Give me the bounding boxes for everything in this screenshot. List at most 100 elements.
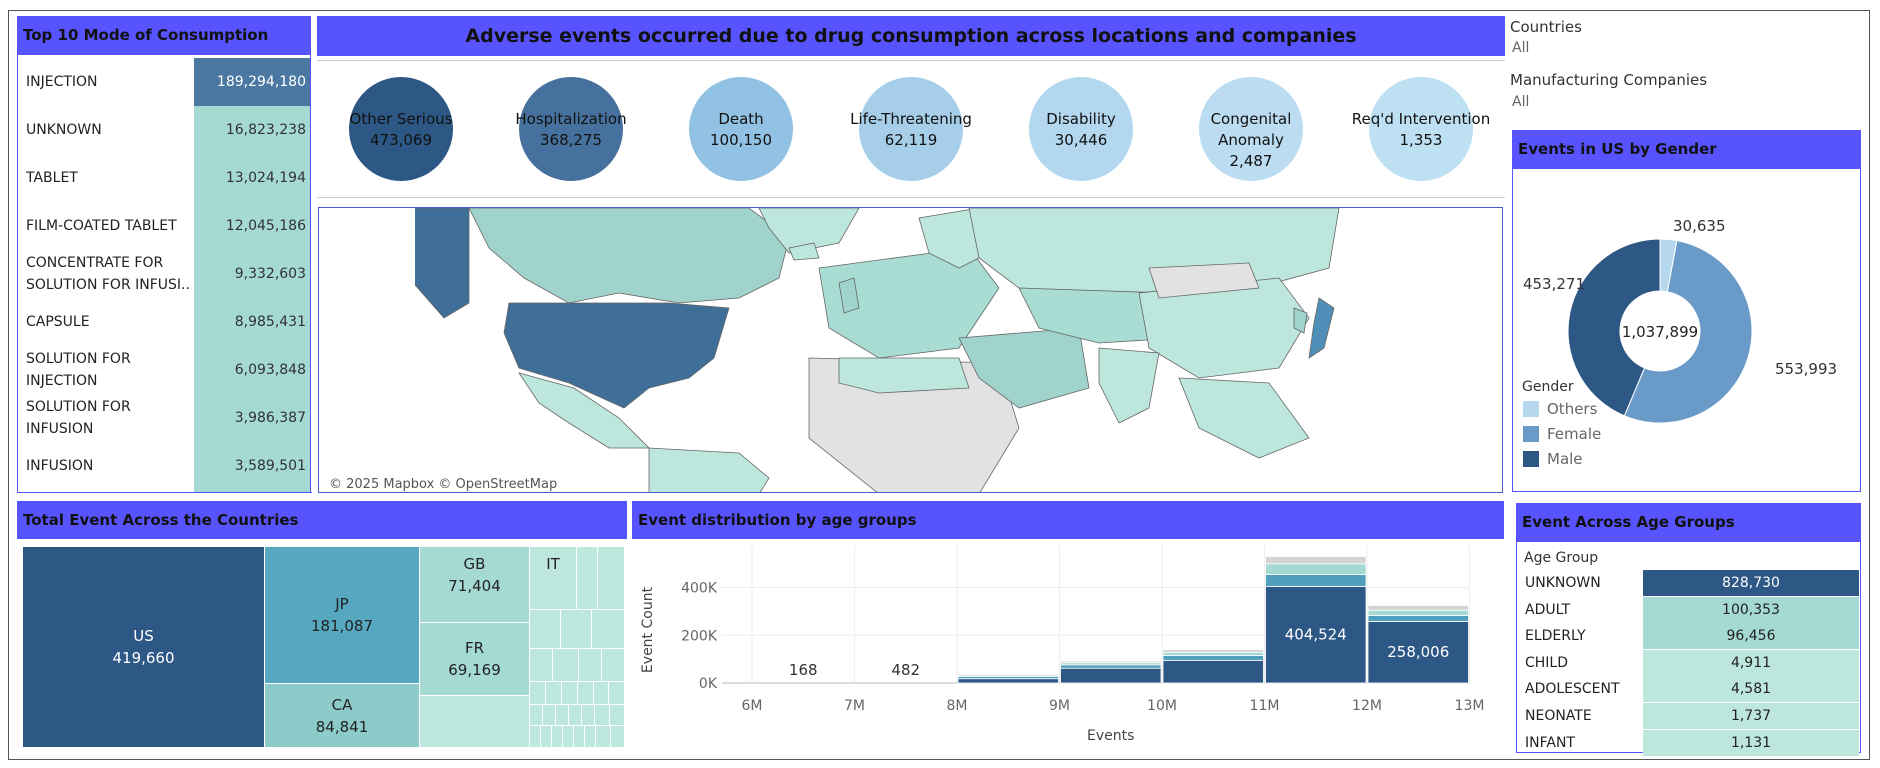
treemap-small-cell[interactable]	[601, 648, 625, 682]
consumption-row[interactable]: INFUSION 3,589,501	[18, 442, 310, 490]
treemap-small-cell[interactable]	[581, 704, 595, 726]
treemap-small-cell[interactable]	[610, 725, 625, 748]
consumption-row[interactable]: SOLUTION FOR INJECTION 6,093,848	[18, 346, 310, 394]
companies-filter[interactable]: All	[1512, 94, 1530, 110]
bar-segment[interactable]	[1367, 621, 1469, 684]
age-group-value: 1,737	[1643, 703, 1859, 729]
outcome-text: Req'd Intervention 1,353	[1346, 109, 1496, 151]
age-group-row[interactable]: UNKNOWN 828,730	[1521, 570, 1859, 596]
bar-segment[interactable]	[1367, 609, 1469, 616]
bar-segment[interactable]	[1265, 563, 1367, 575]
x-tick-label: 11M	[1250, 698, 1280, 714]
x-tick-label: 10M	[1147, 698, 1177, 714]
treemap-small-cell[interactable]	[578, 648, 602, 682]
outcome-label: Other Serious	[349, 110, 453, 128]
consumption-row[interactable]: TABLET 13,024,194	[18, 154, 310, 202]
consumption-row[interactable]: SOLUTION FOR INFUSION 3,986,387	[18, 394, 310, 442]
age-group-row[interactable]: NEONATE 1,737	[1521, 703, 1859, 729]
outcome-text: Disability 30,446	[1006, 109, 1156, 151]
world-map[interactable]: © 2025 Mapbox © OpenStreetMap	[318, 207, 1503, 493]
gender-legend-swatch	[1523, 401, 1539, 417]
bar-segment[interactable]	[1060, 667, 1162, 684]
gender-legend-swatch	[1523, 426, 1539, 442]
treemap-label: IT	[546, 555, 560, 573]
bar-segment[interactable]	[1162, 651, 1264, 656]
treemap-small-cell[interactable]	[595, 725, 611, 748]
y-tick-label: 400K	[681, 581, 718, 597]
outcome-bubble[interactable]	[519, 77, 623, 181]
consumption-row[interactable]: CONCENTRATE FOR SOLUTION FOR INFUSI.. 9,3…	[18, 250, 310, 298]
treemap-small-cell[interactable]	[593, 681, 609, 705]
consumption-row[interactable]: FILM-COATED TABLET 12,045,186	[18, 202, 310, 250]
outcome-bubble[interactable]	[1369, 77, 1473, 181]
treemap-small-cell[interactable]	[545, 681, 562, 705]
age-group-row[interactable]: INFANT 1,131	[1521, 729, 1859, 756]
consumption-label: TABLET	[26, 170, 78, 186]
treemap-small-cell[interactable]	[529, 681, 546, 705]
outcome-label: Hospitalization	[515, 110, 627, 128]
bar-segment[interactable]	[1060, 660, 1162, 664]
outcome-bubble[interactable]	[1199, 77, 1303, 181]
treemap-small-cell[interactable]	[573, 725, 585, 748]
treemap-small-cell[interactable]	[542, 704, 556, 726]
bar-segment[interactable]	[1162, 649, 1264, 653]
age-group-row[interactable]: CHILD 4,911	[1521, 649, 1859, 676]
outcome-value: 62,119	[884, 131, 938, 149]
age-group-value: 4,911	[1643, 649, 1859, 676]
bar-segment[interactable]	[1265, 556, 1367, 565]
outcome-bubble[interactable]	[859, 77, 963, 181]
outcome-label: Life-Threatening	[850, 110, 972, 128]
treemap-small-cell[interactable]	[568, 704, 582, 726]
consumption-row[interactable]: UNKNOWN 16,823,238	[18, 106, 310, 154]
treemap-small-cell[interactable]	[561, 681, 578, 705]
treemap-cell[interactable]: CA 84,841	[265, 684, 419, 747]
age-group-row[interactable]: ADOLESCENT 4,581	[1521, 676, 1859, 703]
bar-segment[interactable]	[957, 678, 1059, 684]
treemap-cell[interactable]: JP 181,087	[265, 547, 419, 683]
treemap-cell[interactable]: US 419,660	[23, 547, 264, 747]
treemap-small-cell[interactable]	[529, 609, 561, 649]
treemap-small-cell[interactable]	[552, 648, 579, 682]
bar-segment[interactable]	[957, 673, 1059, 676]
outcome-bubble[interactable]	[1029, 77, 1133, 181]
bar-segment[interactable]	[1060, 664, 1162, 669]
age-group-row[interactable]: ELDERLY 96,456	[1521, 623, 1859, 650]
treemap-small-cell[interactable]	[540, 725, 552, 748]
consumption-value: 12,045,186	[194, 202, 310, 250]
treemap-small-cell[interactable]	[529, 648, 553, 682]
consumption-row[interactable]: INJECTION 189,294,180	[18, 58, 310, 106]
bar-segment[interactable]	[1367, 605, 1469, 611]
countries-filter[interactable]: All	[1512, 40, 1530, 56]
x-tick-label: 12M	[1352, 698, 1382, 714]
treemap-label: US	[133, 627, 154, 645]
bar-segment[interactable]	[1265, 574, 1367, 587]
treemap-cell[interactable]: FR 69,169	[420, 623, 529, 695]
bar-segment[interactable]	[1367, 615, 1469, 622]
gender-slice[interactable]	[1567, 238, 1661, 417]
treemap-small-cell[interactable]	[529, 725, 541, 748]
treemap-small-cell[interactable]	[594, 704, 610, 726]
treemap-small-cell[interactable]	[529, 704, 543, 726]
treemap-small-cell[interactable]	[560, 609, 592, 649]
treemap-small-cell[interactable]	[609, 704, 625, 726]
outcome-bubble[interactable]	[689, 77, 793, 181]
treemap-small-cell[interactable]	[591, 609, 625, 649]
treemap-cell[interactable]: IT	[530, 547, 576, 609]
gender-slice[interactable]	[1623, 239, 1753, 424]
bar-segment[interactable]	[1265, 586, 1367, 684]
consumption-row[interactable]: CAPSULE 8,985,431	[18, 298, 310, 346]
treemap-small-cell[interactable]	[419, 695, 530, 748]
treemap-cell[interactable]: GB 71,404	[420, 547, 529, 622]
bar-segment[interactable]	[1162, 655, 1264, 661]
treemap-small-cell[interactable]	[608, 681, 625, 705]
treemap-small-cell[interactable]	[562, 725, 574, 748]
treemap-small-cell[interactable]	[576, 546, 598, 610]
treemap-small-cell[interactable]	[584, 725, 596, 748]
treemap-small-cell[interactable]	[555, 704, 569, 726]
treemap-small-cell[interactable]	[577, 681, 594, 705]
outcome-bubble[interactable]	[349, 77, 453, 181]
treemap-small-cell[interactable]	[597, 546, 625, 610]
treemap-small-cell[interactable]	[551, 725, 563, 748]
bar-segment[interactable]	[1162, 659, 1264, 684]
age-group-row[interactable]: ADULT 100,353	[1521, 596, 1859, 623]
